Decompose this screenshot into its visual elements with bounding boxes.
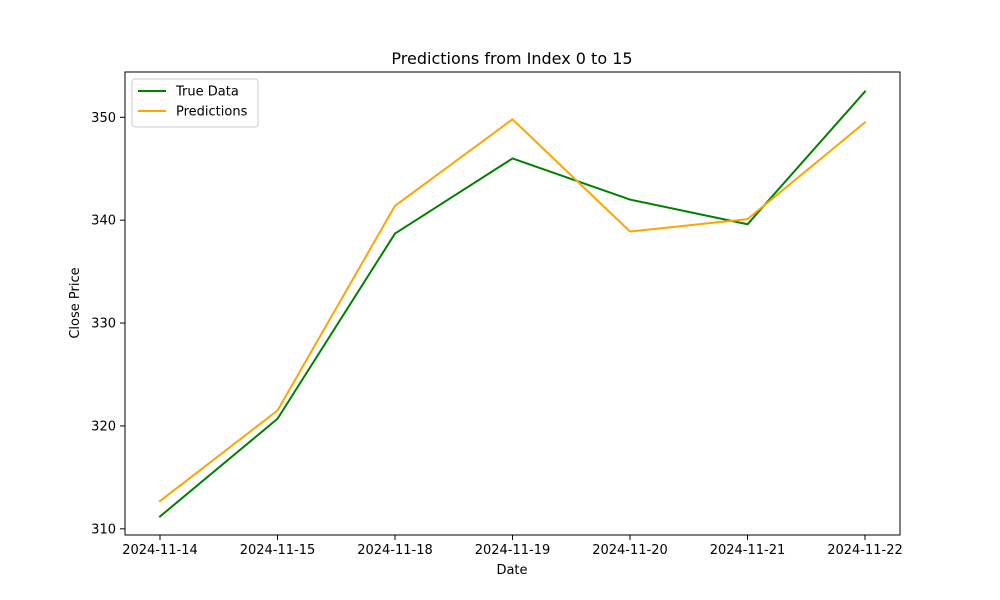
series-line-1 (158, 118, 867, 503)
y-tick-label: 350 (91, 111, 116, 126)
x-tick-label: 2024-11-22 (827, 543, 903, 558)
plot-area: 2024-11-14 2024-11-15 2024-11-18 2024-11-19… (91, 71, 903, 558)
y-axis-title: Close Price (68, 267, 83, 338)
series-line-0 (158, 90, 867, 518)
y-tick-label: 330 (91, 317, 116, 332)
legend-label-1: Predictions (176, 105, 248, 120)
x-tick-label: 2024-11-14 (122, 543, 198, 558)
x-tick-label: 2024-11-20 (592, 543, 668, 558)
legend-label-0: True Data (175, 85, 239, 100)
x-tick-label: 2024-11-15 (240, 543, 316, 558)
legend: True Data Predictions (131, 78, 259, 128)
y-tick-label: 340 (91, 214, 116, 229)
chart-title: Predictions from Index 0 to 15 (391, 49, 632, 68)
x-tick-label: 2024-11-18 (357, 543, 433, 558)
x-tick-label: 2024-11-19 (475, 543, 551, 558)
y-tick-label: 310 (91, 522, 116, 537)
x-axis-title: Date (496, 563, 527, 578)
y-tick-label: 320 (91, 419, 116, 434)
x-tick-label: 2024-11-21 (710, 543, 786, 558)
